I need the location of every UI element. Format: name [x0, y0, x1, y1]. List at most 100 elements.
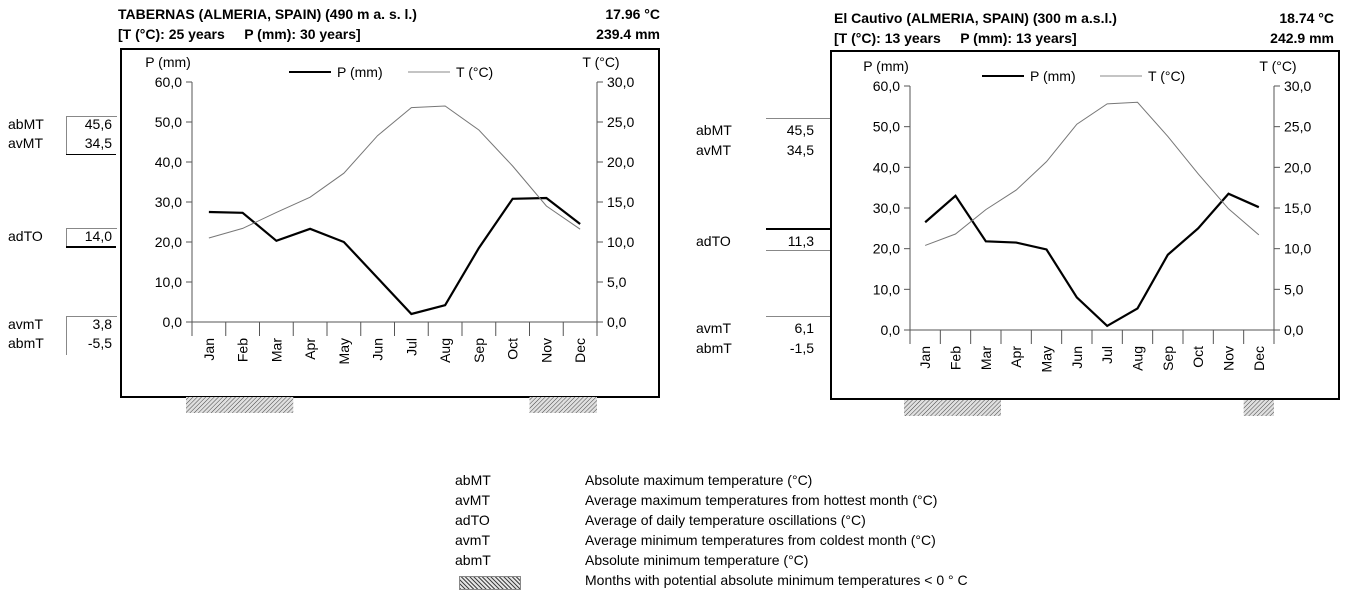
frost-month-bar [563, 397, 597, 413]
stat-box-top [66, 116, 117, 155]
stat-adTO-value: 11,3 [787, 233, 814, 249]
stat-abMT-label: abMT [696, 122, 732, 138]
stat-box-mid [66, 228, 117, 247]
stat-avmT-value: 3,8 [92, 316, 112, 332]
stat-avmT-label: avmT [696, 320, 731, 336]
stat-adTO-label: adTO [696, 233, 731, 249]
right-tick-label: 10,0 [607, 234, 634, 250]
stat-avMT-label: avMT [696, 142, 731, 158]
month-label: May [1039, 346, 1055, 372]
legend-key: avmT [455, 532, 490, 548]
month-label: Feb [948, 346, 964, 370]
left-tick-label: 0,0 [163, 314, 183, 330]
stat-avMT-label: avMT [8, 135, 43, 151]
stat-adTO-value: 14,0 [84, 228, 112, 244]
stat-divider [766, 316, 830, 317]
stat-abMT-value: 45,6 [84, 116, 112, 132]
legend-key: abMT [455, 472, 491, 488]
month-label: Jul [403, 338, 419, 356]
left-tick-label: 20,0 [873, 241, 900, 257]
right-axis-title: T (°C) [1259, 58, 1296, 74]
month-label: May [336, 338, 352, 364]
stat-avMT-value: 34,5 [786, 142, 814, 158]
right-tick-label: 5,0 [1284, 281, 1304, 297]
month-label: Jul [1099, 346, 1115, 364]
stat-abMT-label: abMT [8, 116, 44, 132]
right-axis-title: T (°C) [582, 54, 619, 70]
month-label: Oct [505, 338, 521, 360]
frost-hatch-swatch [459, 576, 521, 590]
frost-month-bar [529, 397, 564, 413]
frost-month-bar [186, 397, 226, 413]
legend-description: Average of daily temperature oscillation… [585, 512, 866, 528]
stat-abmT-label: abmT [696, 340, 732, 356]
right-tick-label: 20,0 [607, 154, 634, 170]
legend-key: adTO [455, 512, 490, 528]
stat-divider [66, 246, 116, 248]
right-tick-label: 15,0 [1284, 200, 1311, 216]
month-label: Mar [268, 338, 284, 362]
month-label: Sep [1160, 346, 1176, 371]
stat-divider [766, 250, 830, 251]
mean-temperature: 17.96 °C [605, 6, 660, 22]
month-label: Jun [1069, 346, 1085, 369]
month-label: Aug [437, 338, 453, 363]
left-tick-label: 20,0 [155, 234, 182, 250]
left-tick-label: 10,0 [873, 281, 900, 297]
legend-description: Months with potential absolute minimum t… [585, 572, 968, 588]
month-label: Mar [978, 346, 994, 370]
legend-temp-label: T (°C) [456, 64, 493, 80]
left-tick-label: 10,0 [155, 274, 182, 290]
stat-avmT-label: avmT [8, 316, 43, 332]
month-label: Apr [302, 338, 318, 360]
month-label: Apr [1008, 346, 1024, 368]
left-tick-label: 50,0 [873, 119, 900, 135]
legend-precip-label: P (mm) [337, 64, 383, 80]
frost-month-bar [1243, 400, 1274, 416]
left-tick-label: 60,0 [155, 74, 182, 90]
precipitation-line [208, 196, 581, 316]
right-tick-label: 5,0 [607, 274, 627, 290]
legend-description: Absolute maximum temperature (°C) [585, 472, 813, 488]
month-label: Dec [1251, 346, 1267, 371]
chart-frame [120, 48, 660, 398]
month-label: Nov [538, 338, 554, 363]
total-precipitation: 239.4 mm [596, 26, 660, 42]
legend-row: Months with potential absolute minimum t… [455, 572, 1055, 592]
left-tick-label: 60,0 [873, 78, 900, 94]
legend-description: Absolute minimum temperature (°C) [585, 552, 809, 568]
temperature-line [208, 105, 581, 239]
stat-divider [766, 228, 830, 230]
left-tick-label: 40,0 [873, 159, 900, 175]
stat-avMT-value: 34,5 [84, 135, 112, 151]
right-tick-label: 25,0 [1284, 119, 1311, 135]
stat-abmT-value: -5,5 [87, 335, 112, 351]
temperature-line [924, 101, 1260, 246]
mean-temperature: 18.74 °C [1279, 10, 1334, 26]
month-label: Oct [1190, 346, 1206, 368]
stat-abmT-value: -1,5 [789, 340, 814, 356]
right-tick-label: 25,0 [607, 114, 634, 130]
stat-divider [66, 154, 116, 155]
legend-description: Average minimum temperatures from coldes… [585, 532, 936, 548]
legend-precip-label: P (mm) [1030, 68, 1076, 84]
panel-title: TABERNAS (ALMERIA, SPAIN) (490 m a. s. l… [118, 6, 417, 22]
legend-description: Average maximum temperatures from hottes… [585, 492, 938, 508]
right-tick-label: 30,0 [1284, 78, 1311, 94]
right-tick-label: 10,0 [1284, 241, 1311, 257]
climate-panel-el-cautivo: El Cautivo (ALMERIA, SPAIN) (300 m a.s.l… [680, 0, 1354, 420]
left-tick-label: 30,0 [155, 194, 182, 210]
panel-title: El Cautivo (ALMERIA, SPAIN) (300 m a.s.l… [834, 10, 1117, 26]
legend-key: avMT [455, 492, 490, 508]
left-tick-label: 0,0 [881, 322, 901, 338]
right-tick-label: 20,0 [1284, 159, 1311, 175]
month-label: Dec [572, 338, 588, 363]
panel-subtitle: [T (°C): 13 years P (mm): 13 years] [834, 30, 1077, 46]
stat-divider [766, 118, 830, 119]
total-precipitation: 242.9 mm [1270, 30, 1334, 46]
legend-key: abmT [455, 552, 491, 568]
left-axis-title: P (mm) [863, 58, 909, 74]
month-label: Jan [201, 338, 217, 361]
month-label: Jan [917, 346, 933, 369]
stat-box-bottom [66, 316, 117, 355]
